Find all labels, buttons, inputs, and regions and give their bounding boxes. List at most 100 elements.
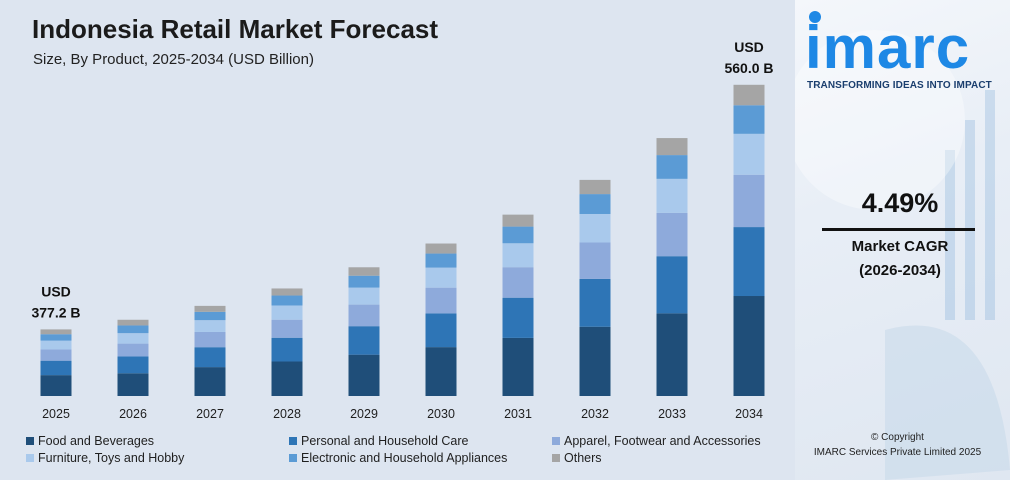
legend-item: Apparel, Footwear and Accessories: [552, 434, 761, 448]
bar-segment-2026-1: [117, 356, 149, 374]
bar-segment-2026-0: [117, 373, 149, 396]
cagr-period: (2026-2034): [859, 262, 941, 279]
total-label-line1: USD: [41, 283, 71, 299]
bar-segment-2025-3: [40, 340, 72, 350]
legend-swatch: [552, 454, 560, 462]
bar-segment-2030-5: [425, 243, 457, 254]
bar-segment-2033-3: [656, 178, 688, 213]
x-tick-label: 2031: [504, 407, 532, 421]
bar-segment-2030-4: [425, 253, 457, 268]
bar-segment-2028-3: [271, 305, 303, 320]
bar-segment-2033-0: [656, 313, 688, 396]
logo-dot-icon: [809, 11, 821, 23]
legend-swatch: [26, 437, 34, 445]
cagr-divider: [822, 228, 975, 231]
legend-label: Furniture, Toys and Hobby: [38, 451, 185, 465]
chart-panel: Indonesia Retail Market Forecast Size, B…: [0, 0, 795, 480]
bar-segment-2029-1: [348, 326, 380, 355]
bar-segment-2032-3: [579, 213, 611, 243]
background-decoration: [795, 30, 1010, 480]
bar-segment-2028-2: [271, 319, 303, 338]
legend-swatch: [26, 454, 34, 462]
bar-segment-2031-2: [502, 267, 534, 298]
x-tick-label: 2030: [427, 407, 455, 421]
chart-subtitle: Size, By Product, 2025-2034 (USD Billion…: [33, 51, 314, 68]
bar-segment-2028-5: [271, 288, 303, 296]
chart-title: Indonesia Retail Market Forecast: [32, 14, 439, 44]
bar-segment-2030-3: [425, 267, 457, 288]
bar-segment-2033-2: [656, 212, 688, 257]
bar-segment-2025-1: [40, 360, 72, 376]
x-tick-label: 2027: [196, 407, 224, 421]
bar-segment-2034-5: [733, 84, 765, 106]
legend-item: Furniture, Toys and Hobby: [26, 451, 184, 465]
x-tick-label: 2032: [581, 407, 609, 421]
x-tick-label: 2025: [42, 407, 70, 421]
bar-segment-2027-0: [194, 367, 226, 396]
legend-label: Electronic and Household Appliances: [301, 451, 508, 465]
bar-segment-2028-4: [271, 295, 303, 306]
x-tick-label: 2029: [350, 407, 378, 421]
bar-segment-2034-0: [733, 296, 765, 396]
total-label-line2: 377.2 B: [31, 304, 80, 320]
logo-tagline: TRANSFORMING IDEAS INTO IMPACT: [807, 80, 992, 91]
bar-segment-2026-4: [117, 325, 149, 334]
side-panel: imarc TRANSFORMING IDEAS INTO IMPACT 4.4…: [795, 0, 1010, 480]
bar-segment-2034-1: [733, 227, 765, 297]
copyright-notice: © Copyright: [871, 432, 924, 443]
bar-segment-2029-5: [348, 267, 380, 276]
bar-segment-2031-0: [502, 337, 534, 396]
legend-label: Apparel, Footwear and Accessories: [564, 434, 761, 448]
bar-segment-2026-5: [117, 319, 149, 326]
x-tick-label: 2034: [735, 407, 763, 421]
bar-segment-2026-3: [117, 333, 149, 344]
legend-label: Others: [564, 451, 602, 465]
bar-segment-2033-5: [656, 138, 688, 156]
bar-segment-2032-2: [579, 242, 611, 279]
bar-segment-2033-1: [656, 256, 688, 314]
x-tick-label: 2026: [119, 407, 147, 421]
bar-segment-2025-5: [40, 329, 72, 335]
x-tick-label: 2028: [273, 407, 301, 421]
bar-segment-2030-0: [425, 347, 457, 396]
legend-label: Food and Beverages: [38, 434, 155, 448]
bar-segment-2033-4: [656, 155, 688, 179]
bar-segment-2027-4: [194, 311, 226, 321]
legend-item: Electronic and Household Appliances: [289, 451, 507, 465]
bar-segment-2028-0: [271, 361, 303, 396]
bar-segment-2031-3: [502, 243, 534, 268]
copyright-org: IMARC Services Private Limited 2025: [813, 447, 982, 458]
imarc-logo[interactable]: imarc: [805, 14, 971, 81]
bar-segment-2030-2: [425, 287, 457, 314]
bar-segment-2031-5: [502, 214, 534, 227]
legend-swatch: [289, 454, 297, 462]
total-label-line2: 560.0 B: [724, 60, 773, 76]
legend-item: Food and Beverages: [26, 434, 154, 448]
bar-segment-2027-3: [194, 320, 226, 332]
x-tick-label: 2033: [658, 407, 686, 421]
bar-segment-2027-5: [194, 305, 226, 312]
bar-segment-2030-1: [425, 313, 457, 348]
bar-segment-2029-3: [348, 287, 380, 305]
bar-segment-2034-3: [733, 133, 765, 175]
bar-segment-2025-2: [40, 349, 72, 361]
bar-segment-2032-0: [579, 326, 611, 396]
cagr-value: 4.49%: [861, 188, 939, 218]
cagr-label: Market CAGR: [851, 238, 949, 255]
bar-segment-2031-4: [502, 226, 534, 244]
legend-swatch: [289, 437, 297, 445]
bar-segment-2032-4: [579, 194, 611, 214]
bar-segment-2027-1: [194, 347, 226, 368]
bar-segment-2032-1: [579, 278, 611, 327]
bar-segment-2028-1: [271, 337, 303, 362]
bar-segment-2029-0: [348, 354, 380, 396]
bar-segment-2025-0: [40, 375, 72, 396]
bar-segment-2029-2: [348, 304, 380, 327]
bar-segment-2032-5: [579, 179, 611, 195]
bar-segment-2031-1: [502, 297, 534, 338]
bar-segment-2026-2: [117, 343, 149, 357]
legend-item: Personal and Household Care: [289, 434, 468, 448]
bar-segment-2034-2: [733, 174, 765, 228]
legend-label: Personal and Household Care: [301, 434, 469, 448]
bar-segment-2034-4: [733, 105, 765, 134]
